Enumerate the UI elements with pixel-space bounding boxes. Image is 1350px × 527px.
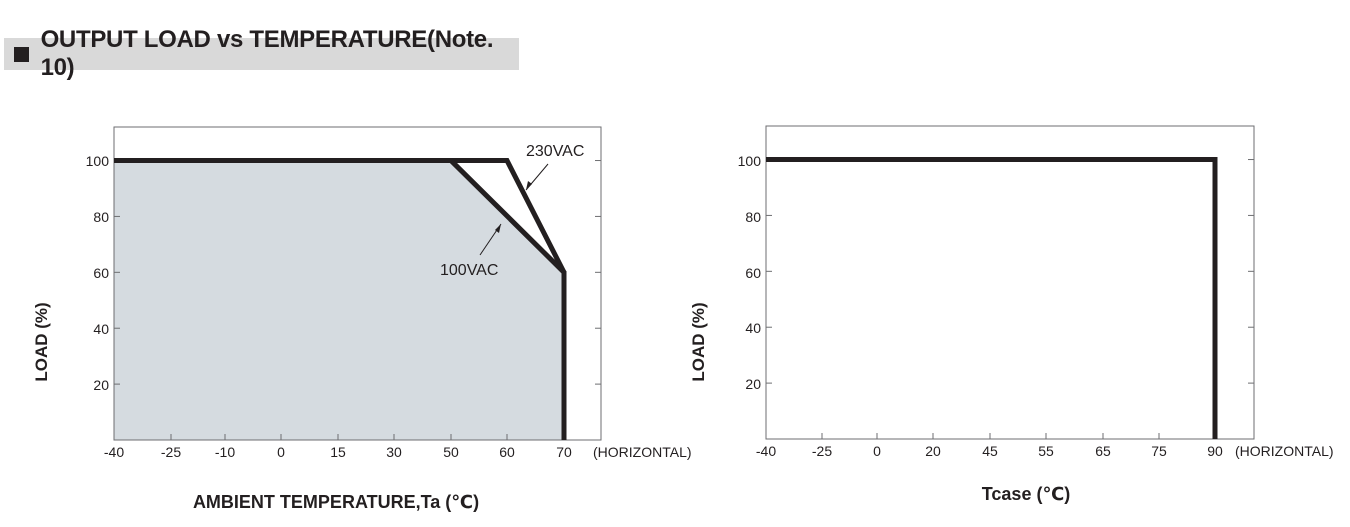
series-line-load [766, 157, 1218, 439]
x-tick-label: 45 [982, 443, 998, 459]
y-axis-label: LOAD (%) [32, 302, 51, 381]
x-tick-label: 30 [386, 444, 402, 460]
x-tick-labels: -40 -25 -10 0 15 30 50 60 70 (HORIZONTAL… [104, 444, 692, 460]
y-tick-label: 100 [738, 153, 762, 169]
x-tick-label: 55 [1038, 443, 1054, 459]
plot-frame [113, 126, 602, 441]
section-header: OUTPUT LOAD vs TEMPERATURE(Note. 10) [4, 26, 519, 81]
x-tick-label: 0 [277, 444, 285, 460]
y-tick-label: 40 [93, 321, 109, 337]
x-tick-labels: -40 -25 0 20 45 55 65 75 90 (HORIZONTAL) [756, 443, 1334, 459]
x-tick-label: 70 [556, 444, 572, 460]
y-tick-label: 60 [93, 265, 109, 281]
y-tick-label: 100 [86, 153, 110, 169]
axis-ticks [765, 159, 1254, 439]
chart-ambient-temperature: -40 -25 -10 0 15 30 50 60 70 (HORIZONTAL… [32, 126, 692, 512]
x-tick-label: 15 [330, 444, 346, 460]
y-tick-label: 80 [93, 209, 109, 225]
y-tick-label: 60 [745, 265, 761, 281]
x-tick-label: 50 [443, 444, 459, 460]
y-tick-labels: 20 40 60 80 100 [738, 153, 762, 392]
legend-label-230vac: 230VAC [526, 143, 584, 160]
x-tick-label: 0 [873, 443, 881, 459]
safe-operating-area [114, 160, 564, 441]
arrowhead-icon [495, 224, 501, 233]
y-tick-label: 40 [745, 320, 761, 336]
x-tick-label: -40 [104, 444, 124, 460]
x-tick-label: 75 [1151, 443, 1167, 459]
x-tick-label: 20 [925, 443, 941, 459]
x-tick-label: -25 [812, 443, 832, 459]
legend-label-100vac: 100VAC [440, 262, 498, 279]
plot-area [765, 125, 1255, 440]
arrowhead-icon [526, 181, 532, 190]
x-axis-label: Tcase (℃) [982, 484, 1071, 504]
x-tick-label: -25 [161, 444, 181, 460]
y-tick-label: 20 [93, 377, 109, 393]
x-tick-label: -40 [756, 443, 776, 459]
x-tick-label: 90 [1207, 443, 1223, 459]
x-axis-label: AMBIENT TEMPERATURE,Ta (℃) [193, 492, 479, 512]
x-axis-suffix: (HORIZONTAL) [1235, 443, 1334, 459]
x-axis-suffix: (HORIZONTAL) [593, 444, 692, 460]
x-tick-label: 60 [499, 444, 515, 460]
x-tick-label: -10 [215, 444, 235, 460]
y-tick-label: 80 [745, 209, 761, 225]
plot-frame [765, 125, 1255, 440]
y-tick-label: 20 [745, 376, 761, 392]
y-tick-labels: 20 40 60 80 100 [86, 153, 110, 393]
section-title: OUTPUT LOAD vs TEMPERATURE(Note. 10) [40, 26, 494, 81]
x-tick-label: 65 [1095, 443, 1111, 459]
series-line-100vac [114, 158, 567, 440]
plot-area [113, 126, 602, 441]
square-bullet-icon [14, 46, 29, 62]
